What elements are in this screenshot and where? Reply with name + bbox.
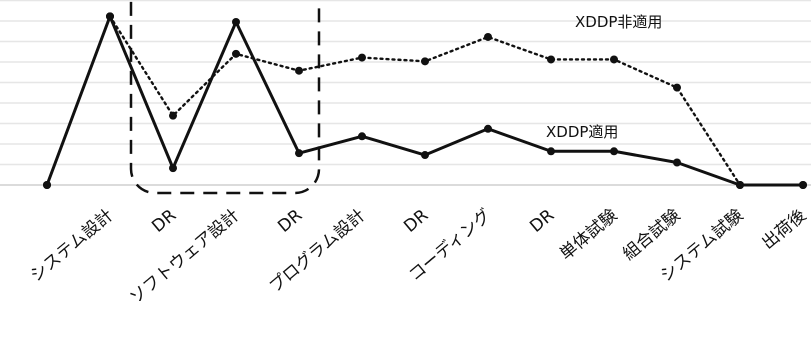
data-point-s0-8 xyxy=(547,55,555,64)
data-point-s1-10 xyxy=(673,158,681,167)
data-point-s1-8 xyxy=(547,147,555,156)
data-point-s1-1 xyxy=(106,12,114,21)
x-tick-label: 単体試験 xyxy=(556,206,621,265)
legend-label-xddp-non-applied: XDDP非適用 xyxy=(575,13,662,31)
x-tick-label: DR xyxy=(148,205,180,236)
data-point-s1-5 xyxy=(358,132,366,141)
data-point-s1-11 xyxy=(736,181,744,189)
data-point-s0-4 xyxy=(295,66,303,75)
x-tick-label: 出荷後 xyxy=(758,206,810,254)
x-tick-label: ソフトウェア設計 xyxy=(126,206,243,309)
x-tick-label: DR xyxy=(526,205,558,236)
data-point-s1-3 xyxy=(232,17,240,26)
x-tick-label: DR xyxy=(274,205,306,236)
data-point-s0-3 xyxy=(232,49,240,58)
data-point-s1-0 xyxy=(43,181,51,189)
data-point-s1-6 xyxy=(421,151,429,160)
data-point-s0-6 xyxy=(421,57,429,66)
series-layer xyxy=(43,12,807,189)
data-point-s1-4 xyxy=(295,149,303,158)
x-tick-label: DR xyxy=(400,205,432,236)
data-point-s1-2 xyxy=(169,164,177,173)
x-tick-label: システム設計 xyxy=(27,206,118,287)
data-point-s0-5 xyxy=(358,53,366,62)
data-point-s0-7 xyxy=(484,32,492,41)
gridlines xyxy=(0,0,811,186)
data-point-s0-2 xyxy=(169,111,177,120)
data-point-s1-7 xyxy=(484,124,492,133)
data-point-s0-10 xyxy=(673,83,681,92)
legend-label-xddp-applied: XDDP適用 xyxy=(546,123,618,141)
data-point-s0-9 xyxy=(610,55,618,64)
data-point-s1-9 xyxy=(610,147,618,156)
highlight-box xyxy=(129,0,321,195)
data-point-s1-12 xyxy=(799,181,807,189)
